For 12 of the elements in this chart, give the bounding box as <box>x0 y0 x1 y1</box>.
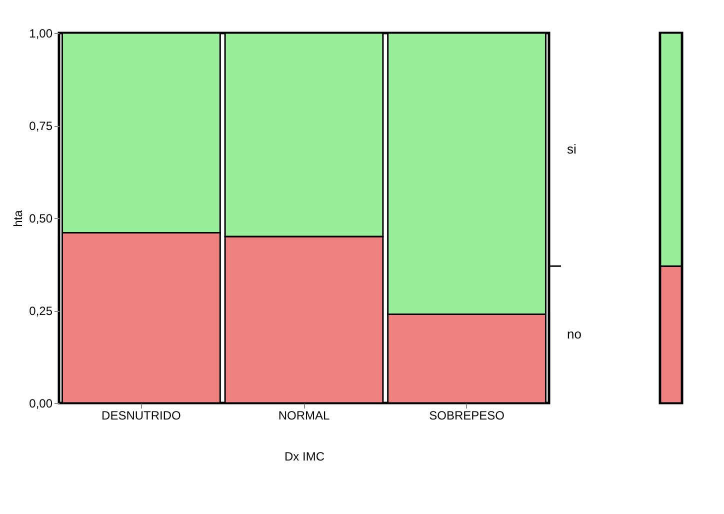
y-axis-title: hta <box>11 210 26 227</box>
y-tick-label: 0,25 <box>29 304 53 318</box>
y-tick-label: 0,00 <box>29 396 53 410</box>
series-label: si <box>567 142 576 157</box>
y-tick-label: 0,75 <box>29 119 53 133</box>
series-label: no <box>567 326 582 342</box>
y-tick-label: 0,50 <box>29 212 53 226</box>
x-tick-label: SOBREPESO <box>429 408 504 422</box>
y-tick-label: 1,00 <box>29 26 53 40</box>
x-axis-title: Dx IMC <box>284 450 325 464</box>
x-tick-label: DESNUTRIDO <box>102 408 181 422</box>
x-tick-label: NORMAL <box>278 408 330 422</box>
